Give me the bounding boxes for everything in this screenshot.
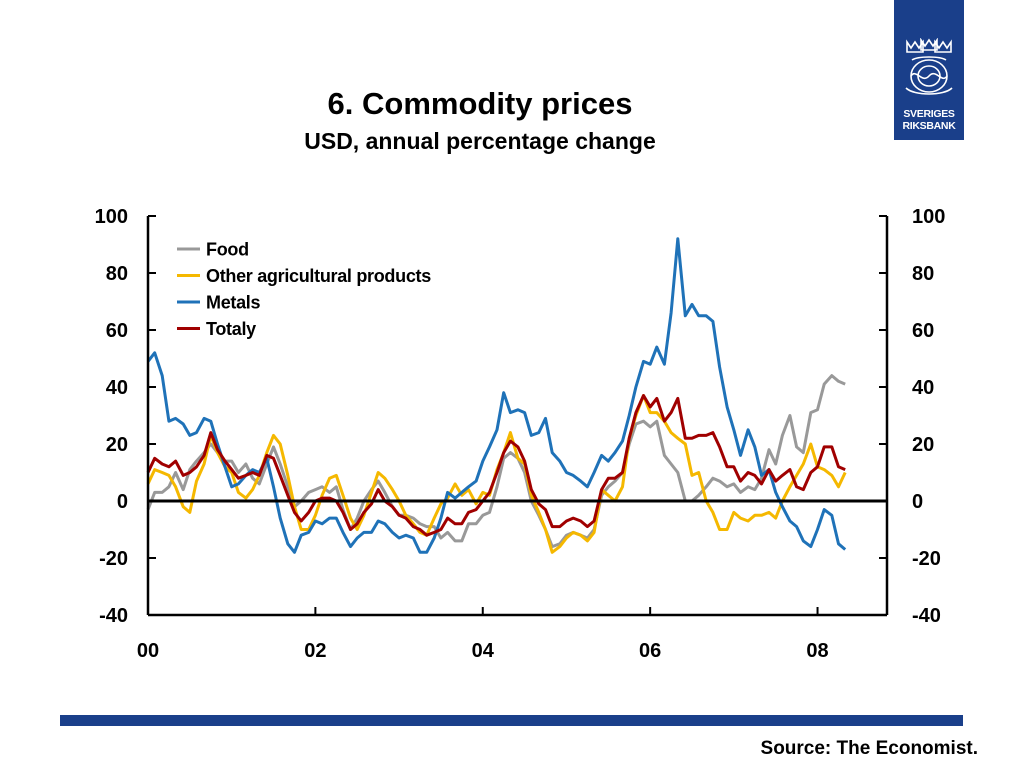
legend-label-2: Metals [206, 293, 261, 313]
legend-label-0: Food [206, 240, 249, 260]
y-tick-label-left: 20 [106, 434, 128, 456]
y-tick-label-left: 100 [95, 206, 128, 228]
logo-line1: SVERIGES [903, 108, 955, 120]
y-tick-label-left: -40 [99, 605, 128, 627]
y-tick-label-left: 80 [106, 263, 128, 285]
chart-subtitle: USD, annual percentage change [304, 128, 656, 154]
y-tick-label-right: 20 [912, 434, 934, 456]
x-tick-label: 04 [472, 640, 495, 662]
y-tick-label-right: 80 [912, 263, 934, 285]
legend-box [168, 234, 470, 340]
y-tick-label-right: 40 [912, 377, 934, 399]
y-tick-label-right: -20 [912, 548, 941, 570]
x-tick-label: 02 [304, 640, 326, 662]
commodity-prices-chart: Food Other agricultural products Metals Tot… [95, 206, 946, 662]
footer-bar [60, 715, 963, 726]
y-tick-label-left: 40 [106, 377, 128, 399]
series-line-food [146, 374, 846, 549]
y-tick-label-right: 0 [912, 491, 923, 513]
legend-label-3: Totaly [206, 319, 256, 339]
series-line-totaly [146, 394, 846, 537]
legend-label-1: Other agricultural products [206, 266, 431, 286]
source-note: Source: The Economist. [760, 738, 978, 759]
y-tick-label-right: -40 [912, 605, 941, 627]
x-tick-label: 06 [639, 640, 661, 662]
x-tick-label: 00 [137, 640, 159, 662]
logo-line2: RIKSBANK [902, 120, 956, 132]
y-tick-label-left: 60 [106, 320, 128, 342]
y-tick-label-right: 60 [912, 320, 934, 342]
y-tick-label-right: 100 [912, 206, 945, 228]
riksbank-crest-icon [905, 38, 953, 95]
chart-title: 6. Commodity prices [327, 86, 633, 121]
riksbank-logo: SVERIGES RIKSBANK [894, 0, 964, 140]
y-tick-label-left: -20 [99, 548, 128, 570]
x-tick-label: 08 [806, 640, 828, 662]
y-tick-label-left: 0 [117, 491, 128, 513]
